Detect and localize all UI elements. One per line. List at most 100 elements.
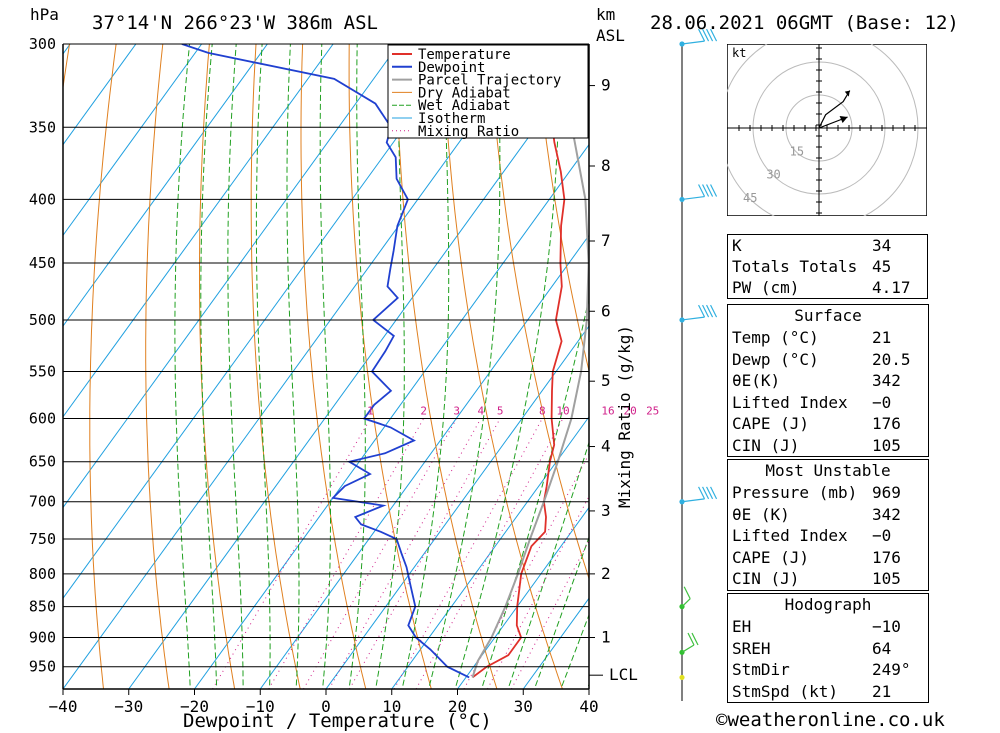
hodograph-ring-label: 30 [766, 168, 780, 182]
most-unstable-row: Pressure (mb) 969 [728, 482, 928, 504]
mixing-ratio-line [510, 539, 589, 689]
wind-barb [681, 632, 699, 653]
dry-adiabat-line [395, 44, 498, 689]
temperature-tick-label: −20 [180, 697, 209, 716]
most-unstable-label: Lifted Index [732, 526, 848, 545]
dry-adiabat-line [441, 44, 563, 689]
most-unstable-row: CIN (J) 105 [728, 568, 928, 590]
most-unstable-row: Lifted Index −0 [728, 525, 928, 547]
mixing-ratio-label: 2 [420, 404, 427, 417]
temperature-tick-label: 10 [382, 697, 401, 716]
dry-adiabat-line [300, 44, 367, 689]
hodograph-trace [818, 90, 851, 129]
index-label: K [732, 236, 742, 255]
dry-adiabat-line [348, 44, 432, 689]
km-tick-label: 8 [601, 156, 611, 175]
isotherm-line [457, 506, 589, 689]
most-unstable-value: 342 [872, 504, 901, 524]
wind-barb-flag [683, 586, 691, 600]
wind-barb-flag [710, 304, 718, 318]
pressure-tick-label: 900 [29, 629, 56, 647]
temperature-tick-label: 20 [448, 697, 467, 716]
isotherm-line [0, 44, 4, 689]
surface-row: θE(K) 342 [728, 370, 928, 392]
wet-adiabat-line [227, 44, 244, 689]
dewpoint-profile [181, 44, 470, 679]
surface-row: Temp (°C) 21 [728, 327, 928, 349]
legend-label: Dry Adiabat [418, 85, 511, 101]
wind-barb [681, 28, 718, 45]
datetime-title: 28.06.2021 06GMT (Base: 12) [650, 12, 959, 34]
wind-barb-flag [710, 28, 718, 42]
hodograph-row: StmDir 249° [728, 659, 928, 681]
wind-barb-flag [687, 632, 695, 646]
mixing-ratio-label: 3 [453, 404, 460, 417]
isotherm-line [63, 44, 268, 327]
wind-barb [681, 184, 718, 201]
x-axis-label: Dewpoint / Temperature (°C) [183, 710, 492, 732]
wind-barb-flag [691, 632, 699, 646]
copyright-notice: ©weatheronline.co.uk [716, 709, 945, 731]
km-unit-label: km [596, 5, 615, 24]
surface-value: −0 [872, 392, 892, 412]
wind-barb-flag [698, 486, 706, 500]
pressure-tick-label: 450 [29, 254, 56, 272]
location-title: 37°14'N 266°23'W 386m ASL [92, 12, 378, 34]
mixing-ratio-label: 16 [601, 404, 614, 417]
legend-label: Temperature [418, 47, 511, 63]
legend-box [387, 44, 589, 139]
km-tick-label: 4 [601, 437, 611, 456]
wind-barb-flag [702, 486, 710, 500]
wet-adiabat-line [319, 44, 331, 689]
wind-barb-flag [710, 184, 718, 197]
mixing-ratio-label: 5 [497, 404, 504, 417]
hodograph-trace-arrowhead [844, 90, 850, 97]
surface-label: θE(K) [732, 371, 781, 390]
wind-barb [681, 486, 718, 503]
wind-barb-flag [702, 184, 710, 197]
surface-label: Dewp (°C) [732, 349, 819, 369]
temperature-tick-label: −10 [246, 697, 275, 716]
wind-barb-flag [698, 304, 706, 318]
surface-value: 21 [872, 328, 892, 347]
temperature-tick-label: 40 [579, 697, 598, 716]
index-value: 34 [872, 236, 892, 255]
wind-barb-flag [702, 304, 710, 318]
wind-barb-flag [698, 184, 706, 197]
legend-label: Dewpoint [418, 60, 485, 76]
km-tick-label: 9 [601, 76, 611, 95]
surface-title: Surface [794, 306, 862, 325]
dry-adiabat-line [955, 44, 1000, 689]
most-unstable-label: θE (K) [732, 504, 790, 524]
legend-label: Isotherm [418, 111, 485, 127]
wind-barb-staff [681, 195, 705, 201]
wind-barb-staff [681, 644, 695, 653]
isotherm-line [194, 143, 589, 689]
isotherm-line [128, 53, 589, 689]
mixing-ratio-label: 25 [646, 404, 659, 417]
km-tick-label: 7 [601, 231, 611, 250]
hodograph-unit-label: kt [732, 46, 746, 60]
surface-value: 342 [872, 371, 901, 390]
wind-barb [681, 586, 691, 608]
temperature-tick-label: 0 [321, 697, 331, 716]
surface-section: Surface Temp (°C) 21 Dewp (°C) 20.5 θE(K) 3… [727, 304, 929, 457]
most-unstable-section: Most Unstable Pressure (mb) 969 θE (K) 342… [727, 459, 929, 591]
dry-adiabat-line [535, 44, 589, 373]
wet-adiabat-line [348, 44, 366, 689]
wind-barb-flag [706, 184, 714, 197]
dry-adiabat-line [488, 44, 589, 581]
hodograph-label: StmDir [732, 660, 790, 679]
hodograph-ring-label: 45 [743, 191, 757, 205]
hodograph-label: SREH [732, 638, 771, 658]
pressure-tick-label: 700 [29, 493, 56, 511]
indices-table: K 34 Totals Totals 45 PW (cm) 4.17 [727, 234, 928, 299]
wind-barb-staff [681, 498, 705, 503]
temperature-tick-label: 30 [514, 697, 533, 716]
mixing-ratio-label: 10 [556, 404, 569, 417]
wet-adiabat-line [533, 535, 589, 689]
mixing-ratio-label: 4 [478, 404, 485, 417]
index-label: PW (cm) [732, 278, 800, 297]
hodograph-title: Hodograph [784, 595, 872, 614]
hodograph-value: −10 [872, 617, 901, 636]
